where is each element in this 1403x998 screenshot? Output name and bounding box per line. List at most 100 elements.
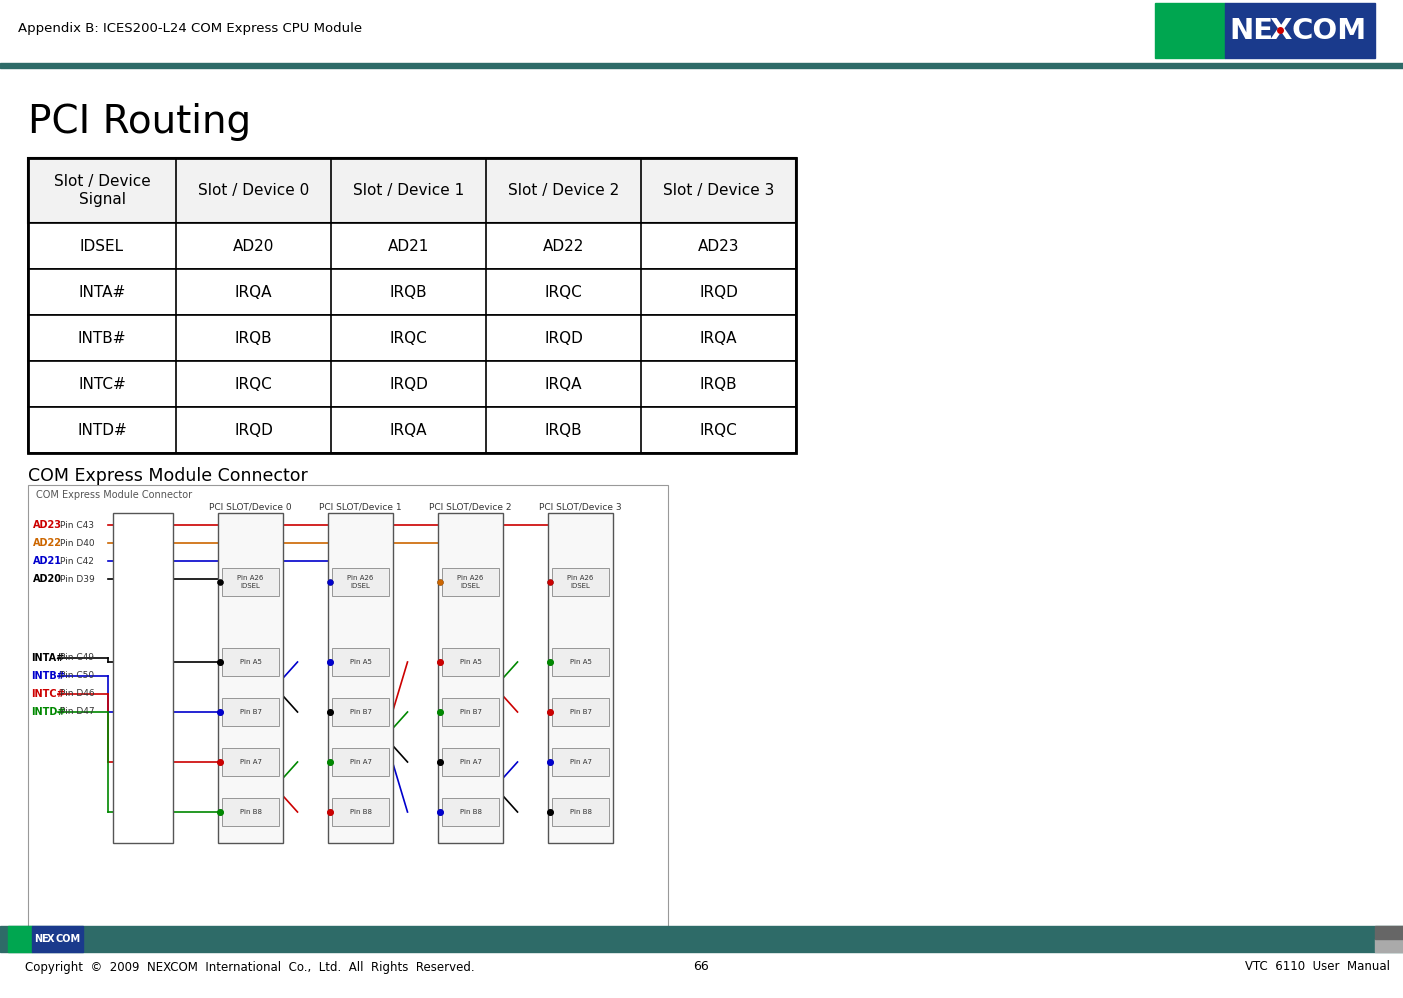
Text: IRQD: IRQD — [389, 376, 428, 391]
Text: Pin A7: Pin A7 — [570, 759, 592, 765]
Text: Pin B8: Pin B8 — [570, 809, 592, 815]
Text: Pin D39: Pin D39 — [60, 575, 95, 584]
Text: Pin B7: Pin B7 — [349, 709, 372, 715]
Bar — [1155, 3, 1225, 58]
Text: INTA#: INTA# — [79, 284, 126, 299]
Bar — [442, 698, 499, 726]
Text: IRQA: IRQA — [234, 284, 272, 299]
Bar — [551, 798, 609, 826]
Text: INTB#: INTB# — [77, 330, 126, 345]
Bar — [28, 361, 796, 407]
Text: Pin A26
IDSEL: Pin A26 IDSEL — [567, 576, 593, 589]
Bar — [442, 748, 499, 776]
Text: 66: 66 — [693, 960, 709, 973]
Text: Pin B7: Pin B7 — [570, 709, 592, 715]
Bar — [8, 926, 32, 952]
Bar — [333, 798, 389, 826]
Bar — [551, 748, 609, 776]
Bar — [28, 485, 668, 940]
Text: Pin D40: Pin D40 — [60, 539, 94, 548]
Text: IRQC: IRQC — [390, 330, 428, 345]
Text: AD20: AD20 — [233, 239, 274, 253]
Bar — [333, 748, 389, 776]
Bar — [442, 568, 499, 596]
Bar — [333, 698, 389, 726]
Text: Pin A5: Pin A5 — [460, 659, 481, 665]
Bar — [222, 648, 279, 676]
Bar — [551, 568, 609, 596]
Text: AD21: AD21 — [387, 239, 429, 253]
Text: PCI SLOT/Device 3: PCI SLOT/Device 3 — [539, 502, 622, 511]
Text: AD20: AD20 — [34, 574, 62, 584]
Text: IDSEL: IDSEL — [80, 239, 123, 253]
Text: PCI SLOT/Device 0: PCI SLOT/Device 0 — [209, 502, 292, 511]
Text: Slot / Device 1: Slot / Device 1 — [354, 183, 464, 198]
Bar — [0, 926, 1403, 952]
Text: COM: COM — [1291, 17, 1367, 45]
Bar — [28, 223, 796, 269]
Text: Pin B8: Pin B8 — [460, 809, 481, 815]
Text: IRQA: IRQA — [700, 330, 737, 345]
Text: Pin A26
IDSEL: Pin A26 IDSEL — [457, 576, 484, 589]
Bar — [442, 798, 499, 826]
Text: IRQD: IRQD — [699, 284, 738, 299]
Text: IRQA: IRQA — [544, 376, 582, 391]
Text: INTD#: INTD# — [77, 422, 126, 437]
Text: Pin A26
IDSEL: Pin A26 IDSEL — [237, 576, 264, 589]
Bar — [222, 798, 279, 826]
Text: INTC#: INTC# — [31, 689, 65, 699]
Bar — [442, 648, 499, 676]
Bar — [28, 269, 796, 315]
Text: Pin A26
IDSEL: Pin A26 IDSEL — [348, 576, 373, 589]
Text: IRQC: IRQC — [700, 422, 738, 437]
Text: AD22: AD22 — [543, 239, 584, 253]
Bar — [551, 648, 609, 676]
Bar — [333, 648, 389, 676]
Bar — [222, 698, 279, 726]
Bar — [333, 568, 389, 596]
Text: INTC#: INTC# — [79, 376, 126, 391]
Text: Pin B8: Pin B8 — [349, 809, 372, 815]
Text: Pin A7: Pin A7 — [349, 759, 372, 765]
Text: AD21: AD21 — [34, 556, 62, 566]
Text: Slot / Device 2: Slot / Device 2 — [508, 183, 619, 198]
Text: PCI SLOT/Device 2: PCI SLOT/Device 2 — [429, 502, 512, 511]
Bar — [551, 698, 609, 726]
Bar — [217, 513, 283, 843]
Bar — [1225, 3, 1375, 58]
Text: Pin C49: Pin C49 — [60, 654, 94, 663]
Text: Pin B8: Pin B8 — [240, 809, 261, 815]
Text: NE: NE — [1229, 17, 1274, 45]
Text: Pin A5: Pin A5 — [349, 659, 372, 665]
Bar — [1375, 926, 1403, 939]
Text: X: X — [46, 934, 55, 944]
Bar — [438, 513, 504, 843]
Text: IRQC: IRQC — [544, 284, 582, 299]
Text: Slot / Device 3: Slot / Device 3 — [662, 183, 774, 198]
Text: AD22: AD22 — [34, 538, 62, 548]
Bar — [28, 158, 796, 223]
Bar — [222, 568, 279, 596]
Text: INTA#: INTA# — [31, 653, 65, 663]
Text: Pin A5: Pin A5 — [570, 659, 592, 665]
Text: Pin D46: Pin D46 — [60, 690, 94, 699]
Text: IRQC: IRQC — [234, 376, 272, 391]
Bar — [32, 926, 83, 952]
Text: Pin A7: Pin A7 — [460, 759, 481, 765]
Text: Pin C42: Pin C42 — [60, 557, 94, 566]
Text: COM: COM — [55, 934, 80, 944]
Text: IRQD: IRQD — [544, 330, 582, 345]
Text: Slot / Device
Signal: Slot / Device Signal — [53, 175, 150, 207]
Text: PCI Routing: PCI Routing — [28, 103, 251, 141]
Bar — [28, 158, 796, 453]
Text: AD23: AD23 — [697, 239, 739, 253]
Text: X: X — [1270, 17, 1292, 45]
Text: Pin A5: Pin A5 — [240, 659, 261, 665]
Text: COM Express Module Connector: COM Express Module Connector — [28, 467, 307, 485]
Text: IRQB: IRQB — [700, 376, 738, 391]
Text: IRQB: IRQB — [390, 284, 428, 299]
Text: Pin B7: Pin B7 — [240, 709, 261, 715]
Bar — [28, 315, 796, 361]
Bar — [549, 513, 613, 843]
Text: VTC  6110  User  Manual: VTC 6110 User Manual — [1244, 960, 1390, 973]
